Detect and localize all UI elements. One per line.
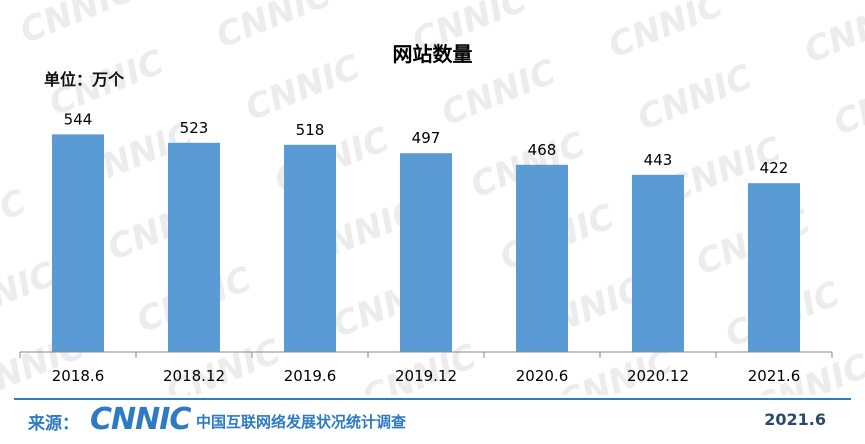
data-label: 518: [296, 121, 325, 139]
bar: [400, 153, 452, 352]
x-tick-label: 2019.6: [284, 367, 337, 385]
report-date: 2021.6: [764, 410, 826, 429]
x-axis-ticks: [19, 352, 833, 358]
bar: [284, 144, 336, 352]
data-label: 468: [528, 141, 557, 159]
bar: [748, 183, 800, 352]
source-label: 来源：: [28, 414, 79, 434]
data-label: 544: [64, 110, 93, 128]
bars-group: [52, 134, 800, 352]
footer-divider: [14, 398, 851, 400]
bar-chart: 544 523 518 497 468 443 422 2018.6 2018.12 2019.…: [19, 110, 833, 385]
x-tick-label: 2018.6: [52, 367, 105, 385]
cnnic-logo: CNNIC: [90, 402, 191, 437]
data-label: 523: [180, 119, 209, 137]
x-tick-label: 2020.12: [627, 367, 689, 385]
x-tick-label: 2021.6: [748, 367, 801, 385]
bar: [632, 174, 684, 352]
x-tick-label: 2020.6: [516, 367, 569, 385]
unit-label: 单位：万个: [44, 70, 125, 89]
bar: [168, 142, 220, 352]
bar: [516, 164, 568, 352]
data-label: 497: [412, 129, 441, 147]
data-labels-group: 544 523 518 497 468 443 422: [64, 110, 789, 177]
footer: 来源： CNNIC 中国互联网络发展状况统计调查 2021.6: [14, 402, 854, 438]
bar: [52, 134, 104, 352]
data-label: 443: [644, 151, 673, 169]
x-tick-label: 2018.12: [163, 367, 225, 385]
x-tick-label: 2019.12: [395, 367, 457, 385]
chart-title: 网站数量: [392, 42, 473, 66]
data-label: 422: [760, 159, 789, 177]
survey-name: 中国互联网络发展状况统计调查: [196, 413, 407, 431]
x-tick-labels-group: 2018.6 2018.12 2019.6 2019.12 2020.6 2020.12 2…: [52, 367, 801, 385]
